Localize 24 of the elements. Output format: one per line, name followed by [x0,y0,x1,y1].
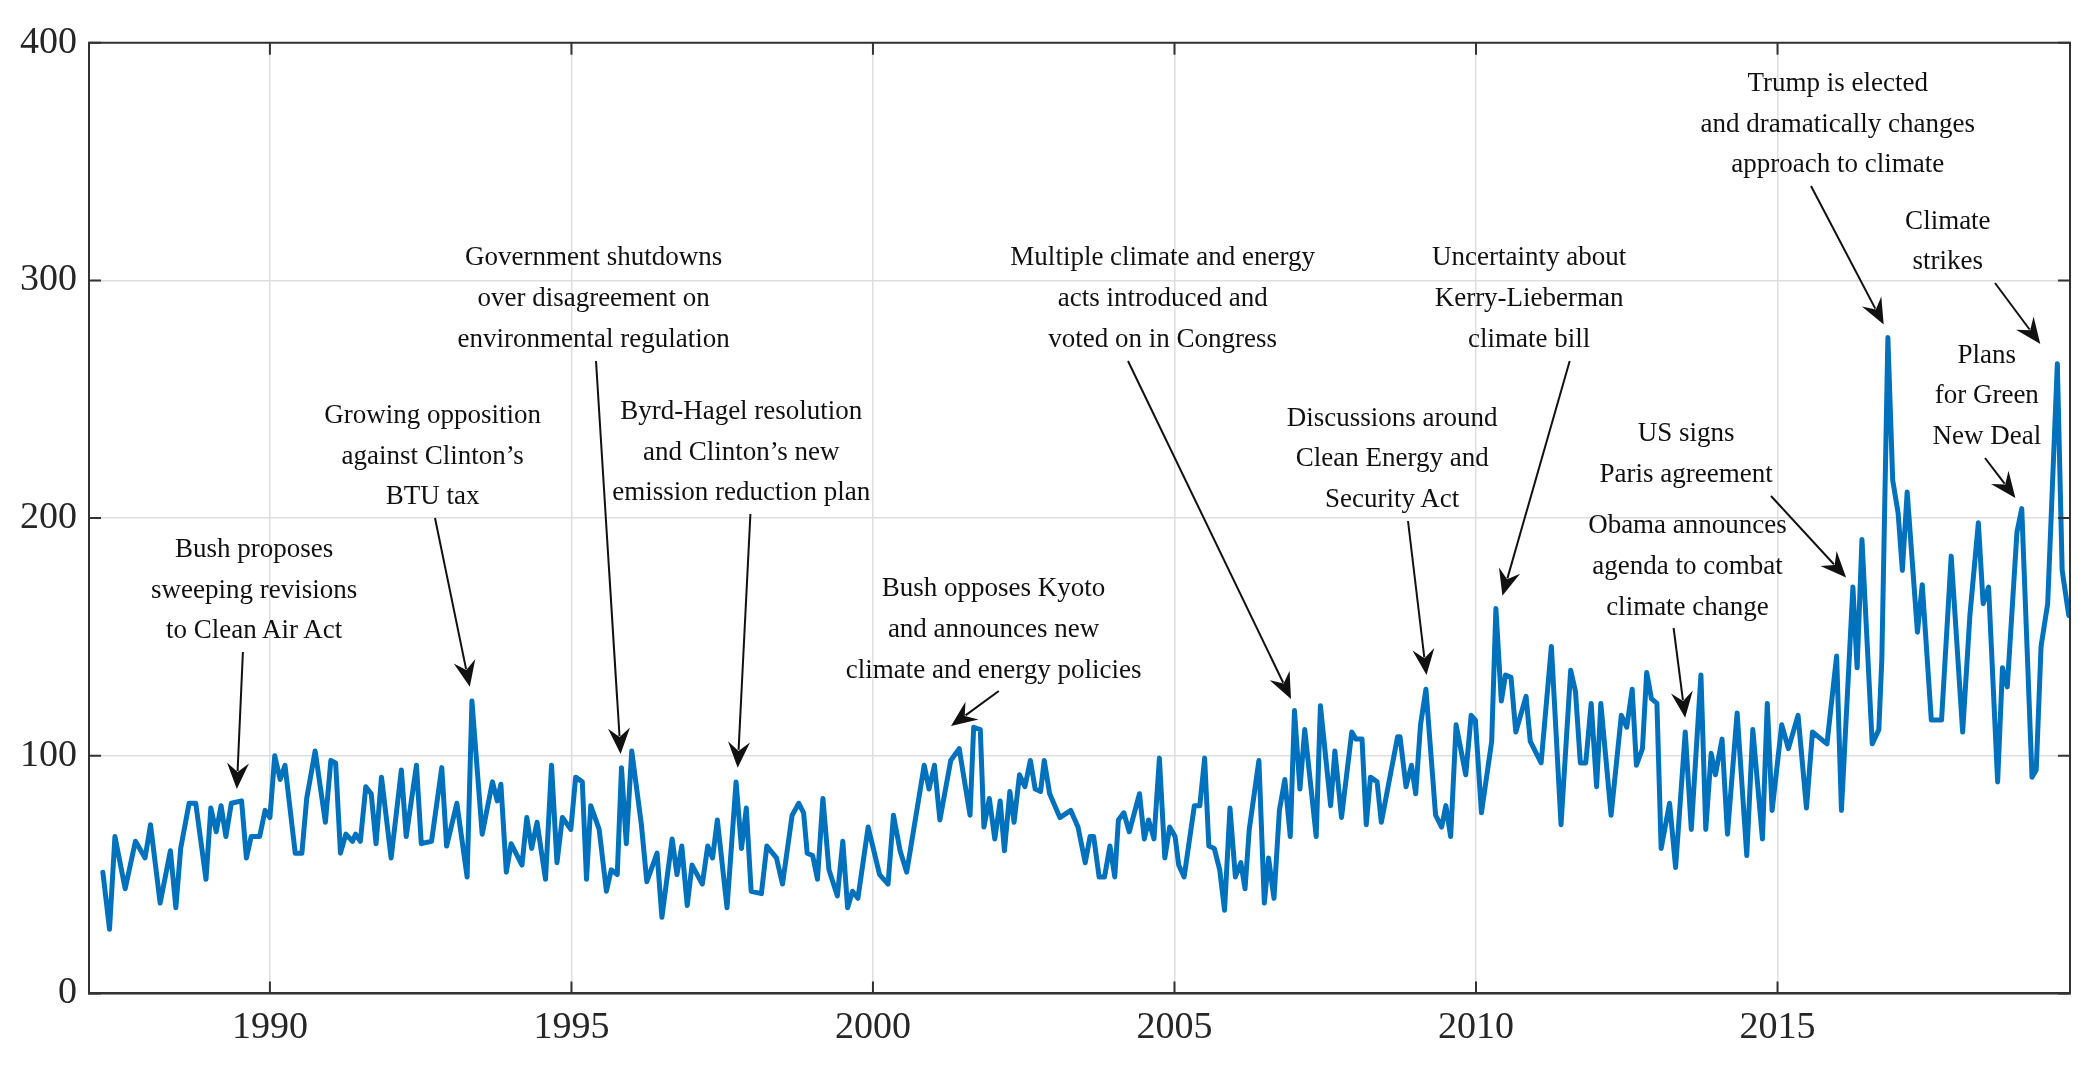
y-tick-label: 400 [20,18,77,61]
annotation: Bush opposes Kyoto and announces new climate and energy policies [845,571,1142,686]
y-tick-label: 0 [58,969,77,1012]
annotation: Byrd-Hagel resolution and Clinton’s new emission reduction plan [612,394,871,509]
x-tick-label: 1990 [231,1004,308,1047]
y-tick-label: 300 [20,256,77,299]
x-tick-label: 1995 [533,1004,610,1047]
annotation: Multiple climate and energy acts introduced and voted on in Congress [1010,240,1316,355]
annotation: Discussions around Clean Energy and Security Act [1286,400,1498,516]
annotation: Bush proposes sweeping revisions to Clean Air Act [150,531,358,647]
annotation: Plans for Green New Deal [1932,337,2042,453]
annotation: Obama announces agenda to combat climate change [1588,508,1787,623]
annotation: Growing opposition against Clinton’s BTU tax [324,398,541,513]
x-tick-label: 2010 [1438,1004,1514,1047]
x-tick-label: 2015 [1739,1004,1816,1047]
annotation: US signs Paris agreement [1599,416,1773,491]
annotation: Government shutdowns over disagreement on environmental regulation [457,240,730,355]
annotation: Trump is elected and dramatically changes approach to climate [1700,65,1975,181]
annotation: Climate strikes [1905,203,1991,278]
y-tick-label: 200 [20,494,77,537]
y-tick-label: 100 [20,731,77,774]
annotation: Uncertainty about Kerry-Lieberman climate bill [1432,240,1627,355]
x-tick-label: 2005 [1136,1004,1213,1047]
x-tick-label: 2000 [834,1004,911,1047]
